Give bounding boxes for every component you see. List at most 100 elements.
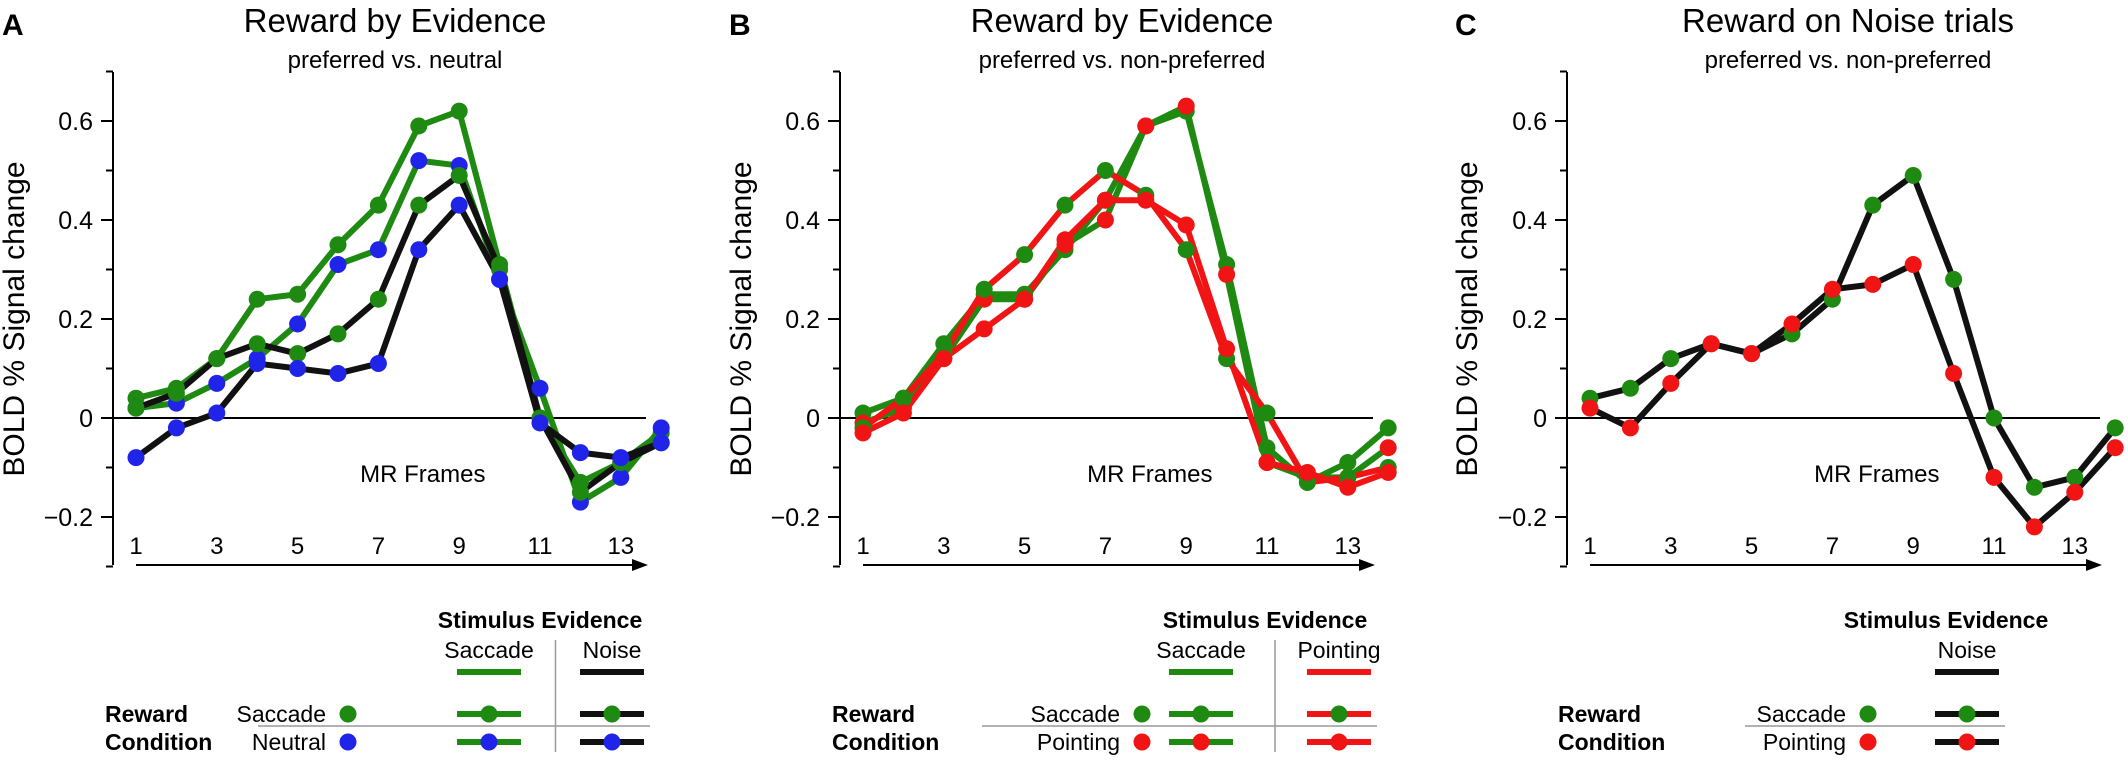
legend-combo-dot bbox=[1330, 705, 1348, 723]
data-point-pointing-pointing bbox=[854, 424, 872, 442]
data-point-noise-neutral bbox=[491, 270, 509, 288]
y-tick-label: 0 bbox=[79, 405, 93, 433]
data-point-saccade-pointing bbox=[1096, 211, 1114, 229]
series-line-saccade-saccade bbox=[135, 108, 663, 486]
x-tick-label: 7 bbox=[372, 533, 385, 560]
x-axis-title: MR Frames bbox=[360, 461, 485, 488]
data-point-noise-pointing bbox=[1864, 275, 1882, 293]
data-point-noise-saccade bbox=[127, 399, 145, 417]
chart-title: Reward by Evidence bbox=[971, 2, 1274, 39]
data-point-noise-pointing bbox=[1904, 256, 1922, 274]
y-tick-label: 0.4 bbox=[785, 207, 820, 235]
x-arrow-head bbox=[1359, 559, 1375, 571]
x-tick-label: 9 bbox=[1180, 533, 1193, 560]
series-line-noise-pointing bbox=[1588, 261, 2118, 530]
x-tick-label: 3 bbox=[210, 533, 223, 560]
chart-subtitle: preferred vs. neutral bbox=[288, 47, 503, 74]
x-axis-title: MR Frames bbox=[1814, 461, 1939, 488]
data-point-noise-pointing bbox=[2106, 439, 2124, 457]
legend-reward-dot bbox=[1133, 705, 1151, 723]
data-point-pointing-pointing bbox=[935, 350, 953, 368]
legend-evidence-saccade: Saccade bbox=[444, 637, 534, 663]
y-tick-label: −0.2 bbox=[44, 504, 93, 532]
x-tick-label: 11 bbox=[1255, 533, 1280, 560]
data-point-saccade-neutral bbox=[289, 315, 307, 333]
panel-letter: C bbox=[1455, 9, 1477, 42]
legend-reward-pointing: Pointing bbox=[1037, 729, 1120, 755]
legend-row-title: Reward bbox=[105, 701, 188, 727]
series-markers bbox=[1581, 166, 2124, 536]
x-tick-label: 1 bbox=[129, 533, 142, 560]
data-point-noise-neutral bbox=[410, 241, 428, 259]
data-point-pointing-pointing bbox=[1016, 290, 1034, 308]
series-markers bbox=[854, 97, 1397, 496]
x-tick-label: 5 bbox=[1018, 533, 1031, 560]
legend-reward-dot bbox=[1133, 733, 1151, 751]
chart-subtitle: preferred vs. non-preferred bbox=[979, 47, 1266, 74]
y-tick-label: 0.6 bbox=[58, 108, 93, 136]
y-tick-label: 0 bbox=[1533, 405, 1547, 433]
data-point-pointing-saccade bbox=[894, 389, 912, 407]
data-point-pointing-pointing bbox=[1096, 191, 1114, 209]
series-lines bbox=[861, 103, 1391, 491]
data-point-pointing-pointing bbox=[1379, 463, 1397, 481]
data-point-saccade-neutral bbox=[612, 468, 630, 486]
legend-evidence-title: Stimulus Evidence bbox=[1844, 607, 2049, 633]
data-point-noise-saccade bbox=[369, 290, 387, 308]
chart-title: Reward on Noise trials bbox=[1682, 2, 2014, 39]
data-point-saccade-neutral bbox=[208, 374, 226, 392]
legend-combo-dot bbox=[1192, 733, 1210, 751]
data-point-pointing-pointing bbox=[1137, 191, 1155, 209]
data-point-saccade-neutral bbox=[531, 379, 549, 397]
x-tick-label: 13 bbox=[607, 533, 634, 560]
legend-row-title: Condition bbox=[832, 729, 939, 755]
data-point-noise-saccade bbox=[289, 345, 307, 363]
legend-reward-dot bbox=[339, 733, 357, 751]
data-point-pointing-pointing bbox=[1258, 454, 1276, 472]
data-point-noise-pointing bbox=[1985, 468, 2003, 486]
data-point-saccade-neutral bbox=[329, 256, 347, 274]
data-point-noise-neutral bbox=[652, 434, 670, 452]
x-tick-label: 1 bbox=[856, 533, 869, 560]
data-point-saccade-saccade bbox=[1379, 419, 1397, 437]
chart-title: Reward by Evidence bbox=[244, 2, 547, 39]
data-point-saccade-saccade bbox=[1339, 454, 1357, 472]
y-tick-label: 0.4 bbox=[1512, 207, 1547, 235]
data-point-noise-neutral bbox=[612, 449, 630, 467]
data-point-noise-neutral bbox=[450, 196, 468, 214]
data-point-noise-saccade bbox=[450, 166, 468, 184]
legend-reward-neutral: Neutral bbox=[252, 729, 326, 755]
data-point-noise-neutral bbox=[127, 449, 145, 467]
y-axis-title: BOLD % Signal change bbox=[725, 161, 758, 476]
panel-b: B Reward by Evidence preferred vs. non-pre… bbox=[725, 2, 1397, 755]
legend-combo-dot bbox=[603, 705, 621, 723]
x-tick-label: 11 bbox=[1982, 533, 2007, 560]
data-point-noise-saccade bbox=[571, 483, 589, 501]
data-point-saccade-neutral bbox=[369, 241, 387, 259]
data-point-noise-saccade bbox=[2066, 468, 2084, 486]
data-point-noise-pointing bbox=[1743, 345, 1761, 363]
y-tick-label: 0.2 bbox=[1512, 306, 1547, 334]
legend-evidence-title: Stimulus Evidence bbox=[1163, 607, 1368, 633]
data-point-noise-pointing bbox=[1823, 280, 1841, 298]
data-point-pointing-pointing bbox=[894, 404, 912, 422]
data-point-noise-saccade bbox=[208, 350, 226, 368]
legend-evidence-pointing: Pointing bbox=[1297, 637, 1380, 663]
data-point-pointing-pointing bbox=[1298, 463, 1316, 481]
data-point-noise-neutral bbox=[329, 364, 347, 382]
data-point-noise-pointing bbox=[1581, 399, 1599, 417]
x-tick-label: 3 bbox=[937, 533, 950, 560]
legend-combo-dot bbox=[480, 733, 498, 751]
series-lines bbox=[134, 108, 664, 506]
data-point-noise-pointing bbox=[1783, 315, 1801, 333]
data-point-noise-saccade bbox=[167, 384, 185, 402]
legend-evidence-noise: Noise bbox=[583, 637, 642, 663]
panel-letter: B bbox=[729, 9, 751, 42]
data-point-noise-neutral bbox=[289, 360, 307, 377]
data-point-saccade-saccade bbox=[1258, 439, 1276, 457]
x-tick-label: 9 bbox=[1907, 533, 1920, 560]
legend-evidence-title: Stimulus Evidence bbox=[438, 607, 643, 633]
